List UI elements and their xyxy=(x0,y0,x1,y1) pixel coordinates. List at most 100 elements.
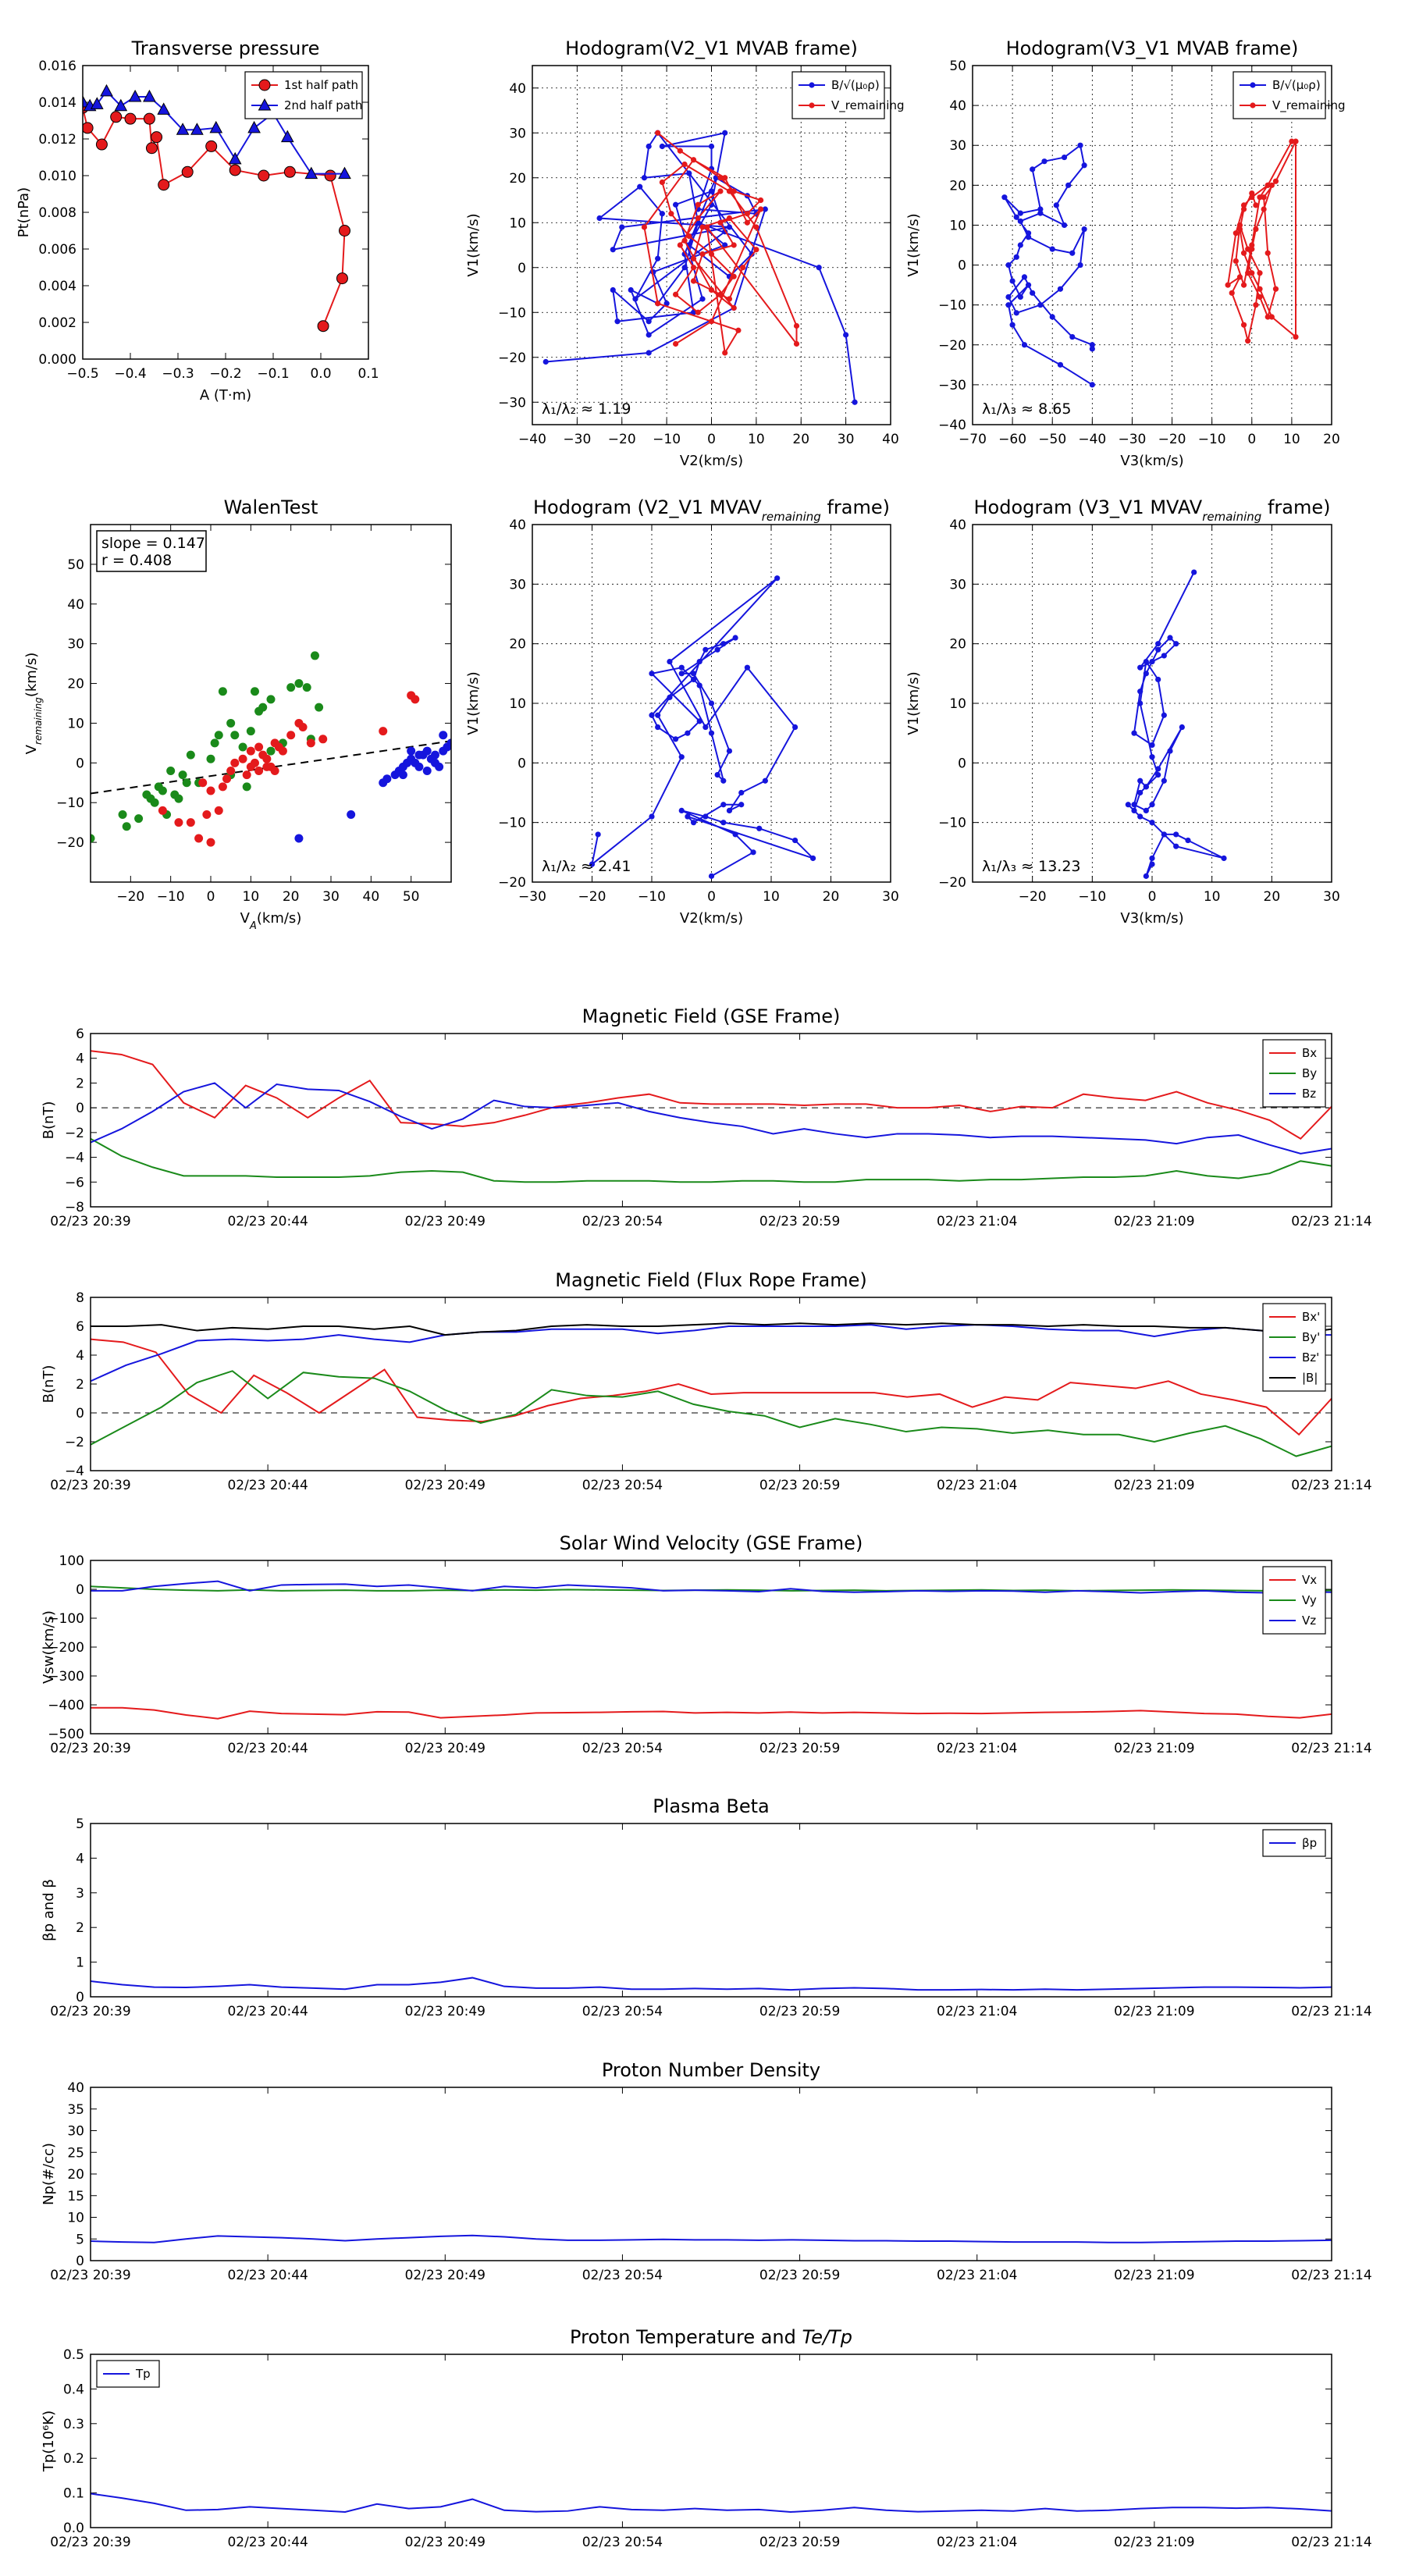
series-v-remaining-point xyxy=(731,242,737,248)
series-0-point xyxy=(1173,831,1179,838)
x-tick-label: 02/23 20:44 xyxy=(227,2004,308,2019)
series-v-remaining-point xyxy=(690,255,697,262)
y-tick-label: 35 xyxy=(67,2102,84,2118)
plot-frame xyxy=(972,524,1332,883)
series-0-point xyxy=(1149,861,1155,867)
x-tick-label: 02/23 20:44 xyxy=(227,1741,308,1756)
plot-frame xyxy=(82,65,369,360)
y-tick-label: −20 xyxy=(498,350,526,366)
x-tick-label: 02/23 21:09 xyxy=(1114,1741,1194,1756)
legend-label: B/√(μ₀ρ) xyxy=(1272,78,1321,92)
y-tick-label: −10 xyxy=(498,816,526,831)
series-b--point xyxy=(1037,210,1044,216)
series-b--point xyxy=(1061,222,1068,229)
series-0-point xyxy=(1125,802,1131,808)
x-tick-label: 02/23 21:04 xyxy=(937,1478,1017,1493)
series-1-point xyxy=(278,746,287,756)
series-0-point xyxy=(1173,641,1179,647)
series-b--point xyxy=(1017,210,1023,216)
series-2-point xyxy=(414,750,424,760)
series-0-point xyxy=(685,813,691,820)
plot-frame xyxy=(90,2354,1332,2528)
x-tick-label: −20 xyxy=(116,889,144,905)
series-v-remaining-point xyxy=(1268,314,1275,320)
series-b--point xyxy=(852,399,858,405)
y-tick-label: −4 xyxy=(65,1464,84,1479)
y-tick-label: 0 xyxy=(518,756,526,771)
series-b--point xyxy=(1077,262,1083,269)
series-v-remaining-point xyxy=(695,215,701,222)
series-1st-half-path-point xyxy=(181,165,194,178)
plot-area xyxy=(91,1050,1332,1183)
x-tick-label: 02/23 21:04 xyxy=(937,1214,1017,1229)
y-tick-label: 30 xyxy=(509,126,526,141)
series-0-point xyxy=(792,724,799,731)
x-tick-label: 0 xyxy=(707,889,716,905)
x-tick-label: −10 xyxy=(1198,432,1226,447)
x-tick-label: −20 xyxy=(1019,889,1047,905)
x-tick-label: 02/23 20:39 xyxy=(50,1741,130,1756)
series-b--point xyxy=(1089,382,1095,388)
series-0-point xyxy=(218,687,227,696)
series-v-remaining-point xyxy=(1293,333,1299,340)
series-b--point xyxy=(1069,250,1076,256)
legend-label: |B| xyxy=(1302,1371,1318,1385)
y-tick-label: 40 xyxy=(67,2080,84,2096)
series-v-remaining-point xyxy=(1232,230,1239,237)
series-b--point xyxy=(1069,333,1076,340)
series-v-remaining-point xyxy=(699,251,706,258)
y-tick-label: 0.4 xyxy=(63,2382,84,2397)
series-v-remaining-point xyxy=(1249,242,1255,248)
series-b--point xyxy=(1089,342,1095,348)
series-0-point xyxy=(750,849,756,856)
series-v-remaining-point xyxy=(744,211,751,217)
series-0-point xyxy=(1149,855,1155,862)
series-0-point xyxy=(1161,777,1167,784)
x-tick-label: −30 xyxy=(518,889,546,905)
series-v-remaining-point xyxy=(1257,294,1263,301)
series-2-point xyxy=(446,738,451,748)
plot-frame xyxy=(90,1033,1332,1208)
series-0-point xyxy=(1155,646,1161,653)
series-1-point xyxy=(218,782,227,792)
series-0-point xyxy=(702,813,709,820)
series-0-point xyxy=(667,694,673,700)
x-tick-label: −20 xyxy=(608,432,636,447)
x-tick-label: 02/23 20:59 xyxy=(759,2004,840,2019)
series-0-point xyxy=(1161,831,1167,838)
plot-area xyxy=(542,130,858,405)
x-tick-label: −40 xyxy=(1078,432,1106,447)
x-tick-label: 02/23 20:54 xyxy=(582,2535,663,2550)
x-tick-label: 02/23 20:44 xyxy=(227,1478,308,1493)
x-tick-label: −10 xyxy=(653,432,681,447)
series-0-point xyxy=(1149,820,1155,826)
x-tick-label: −50 xyxy=(1038,432,1066,447)
series-v-remaining-point xyxy=(686,233,692,240)
series-1st-half-path-point xyxy=(324,169,336,182)
series-0-point xyxy=(1167,635,1173,641)
series-b--point xyxy=(1005,302,1012,308)
plot-frame xyxy=(90,524,452,883)
y-tick-label: 10 xyxy=(949,218,966,233)
series-2-point xyxy=(347,809,356,819)
series-b--point xyxy=(646,332,652,338)
legend-marker xyxy=(1250,102,1256,109)
series-v-remaining-point xyxy=(793,340,800,347)
series-b--point xyxy=(1025,234,1032,240)
chart-proton-temperature: Proton Temperature and Te/Tp 0.0 0.1 0.2 0.3… xyxy=(41,2326,1372,2550)
series-2-point xyxy=(430,750,439,760)
series-b--point xyxy=(1005,294,1012,301)
series-b--point xyxy=(1017,242,1023,248)
x-tick-label: 02/23 20:49 xyxy=(405,1214,486,1229)
legend-marker xyxy=(1250,82,1256,88)
plot-area xyxy=(91,1322,1332,1457)
plot-area xyxy=(91,2234,1332,2243)
series-v-remaining-point xyxy=(690,265,697,271)
series-b--point xyxy=(1053,202,1059,208)
series-v-remaining-point xyxy=(1289,138,1295,144)
series-0-point xyxy=(732,831,738,838)
series-0-point xyxy=(708,730,715,736)
series-b--point xyxy=(1049,314,1055,320)
chart-title: WalenTest xyxy=(224,496,318,518)
y-tick-label: 30 xyxy=(67,2124,84,2140)
